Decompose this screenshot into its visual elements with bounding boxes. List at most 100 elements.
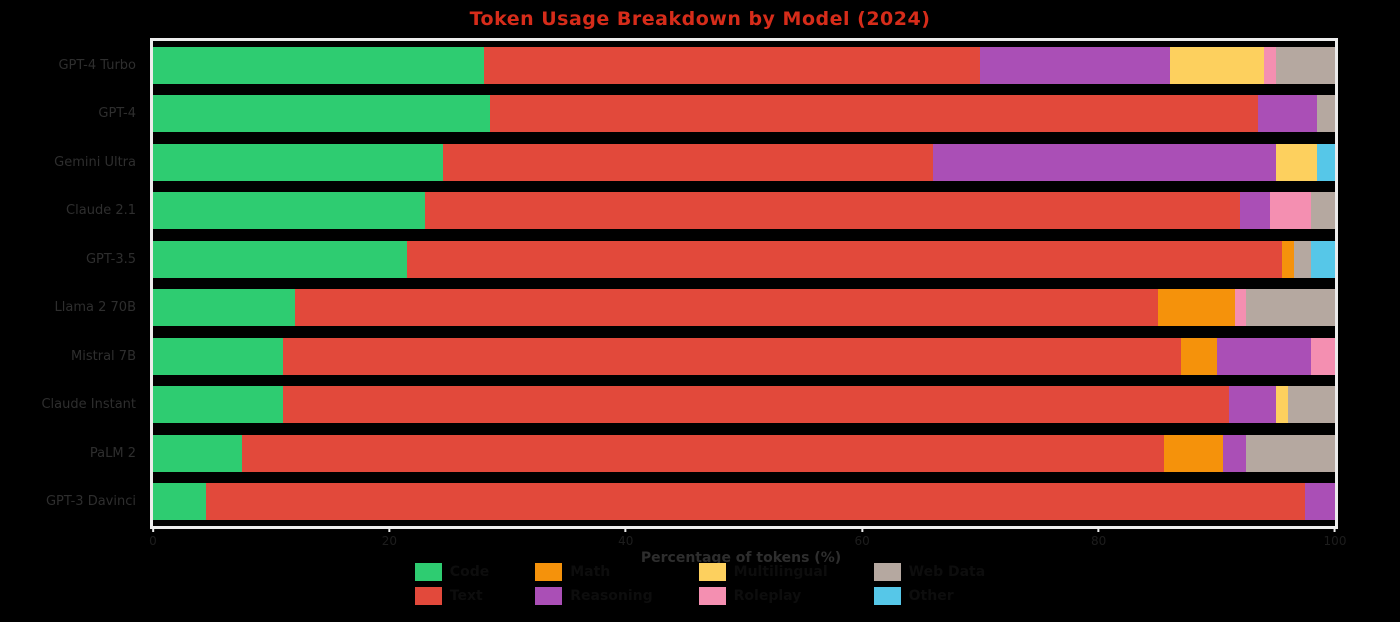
legend-label: Text (449, 588, 483, 604)
tick-label: 100 (1323, 534, 1347, 548)
y-axis-category-label: GPT-4 (98, 106, 136, 122)
bar-row (153, 90, 1335, 139)
legend-swatch-reasoning (535, 587, 563, 605)
x-axis-tick: 0 (149, 526, 157, 548)
tick-mark (388, 526, 391, 532)
bar-segment-roleplay (1264, 46, 1276, 84)
tick-mark (1097, 526, 1100, 532)
bar-row (153, 187, 1335, 236)
tick-mark (151, 526, 154, 532)
legend-label: Reasoning (570, 588, 653, 604)
bar-segment-web (1287, 386, 1335, 424)
bar-segment-text (442, 143, 934, 181)
legend-swatch-multilingual (698, 563, 726, 581)
legend-item-multilingual: Multilingual (698, 563, 828, 581)
legend-swatch-code (414, 563, 442, 581)
bar-row (153, 138, 1335, 187)
bar-segment-code (153, 95, 490, 133)
y-axis-category-label: GPT-3.5 (85, 251, 136, 267)
x-axis-ticks: 0 20 40 60 80 100 (149, 526, 1346, 552)
bar-segment-web (1317, 95, 1335, 133)
bar-segment-reasoning (1240, 192, 1270, 230)
legend-item-roleplay: Roleplay (698, 587, 828, 605)
stacked-bar (153, 434, 1335, 472)
stacked-bar (153, 240, 1335, 278)
legend-swatch-other (873, 587, 901, 605)
bar-segment-reasoning (980, 46, 1170, 84)
bar-segment-web (1293, 240, 1312, 278)
bar-segment-roleplay (1311, 337, 1335, 375)
bar-segment-code (153, 192, 425, 230)
bar-segment-code (153, 46, 484, 84)
bar-segment-text (424, 192, 1241, 230)
bar-segment-other (1317, 143, 1335, 181)
stacked-bar (153, 192, 1335, 230)
y-axis-category-label: Mistral 7B (71, 348, 136, 364)
bar-segment-reasoning (1228, 386, 1276, 424)
bar-segment-text (206, 483, 1306, 521)
stacked-bar (153, 143, 1335, 181)
bar-row (153, 284, 1335, 333)
tick-mark (861, 526, 864, 532)
tick-label: 20 (381, 534, 398, 548)
legend-swatch-text (414, 587, 442, 605)
tick-label: 0 (149, 534, 157, 548)
bar-segment-text (294, 289, 1158, 327)
bar-row (153, 381, 1335, 430)
bar-row (153, 235, 1335, 284)
bar-segment-code (153, 289, 295, 327)
legend-column: Math Reasoning (535, 563, 653, 605)
legend-swatch-math (535, 563, 563, 581)
bar-segment-reasoning (1305, 483, 1335, 521)
stacked-bar (153, 46, 1335, 84)
bar-segment-code (153, 143, 443, 181)
bar-row (153, 332, 1335, 381)
bar-segment-reasoning (933, 143, 1276, 181)
stacked-bar (153, 95, 1335, 133)
bar-segment-code (153, 240, 408, 278)
bar-segment-text (283, 386, 1229, 424)
legend-item-web: Web Data (873, 563, 986, 581)
legend-swatch-web (873, 563, 901, 581)
y-axis-category-label: Llama 2 70B (54, 300, 136, 316)
bar-row (153, 429, 1335, 478)
bar-segment-multilingual (1275, 143, 1318, 181)
bar-segment-text (241, 434, 1164, 472)
stacked-bar (153, 386, 1335, 424)
y-axis-category-label: Claude Instant (41, 397, 136, 413)
x-axis-tick: 40 (618, 526, 633, 548)
bar-segment-math (1157, 289, 1235, 327)
legend-item-code: Code (414, 563, 490, 581)
legend-item-text: Text (414, 587, 489, 605)
stacked-bar (153, 483, 1335, 521)
legend-label: Code (449, 564, 490, 580)
plot-area (150, 38, 1338, 529)
tick-label: 40 (618, 534, 634, 548)
bar-segment-code (153, 483, 207, 521)
bar-row (153, 478, 1335, 527)
legend-label: Multilingual (733, 564, 828, 580)
legend-item-other: Other (873, 587, 986, 605)
x-axis-tick: 20 (382, 526, 397, 548)
y-axis-category-label: GPT-4 Turbo (58, 57, 136, 73)
legend-label: Web Data (908, 564, 986, 580)
legend-label: Other (908, 588, 954, 604)
y-axis-category-label: PaLM 2 (89, 445, 136, 461)
legend-item-math: Math (535, 563, 652, 581)
bar-segment-reasoning (1222, 434, 1247, 472)
bar-segment-web (1246, 289, 1335, 327)
legend-column: Multilingual Roleplay (698, 563, 828, 605)
bar-segment-reasoning (1216, 337, 1312, 375)
bar-segment-multilingual (1169, 46, 1265, 84)
tick-label: 80 (1090, 534, 1107, 548)
bar-segment-code (153, 434, 242, 472)
legend-label: Roleplay (733, 588, 802, 604)
bar-segment-text (407, 240, 1282, 278)
bar-row (153, 41, 1335, 90)
y-axis-labels: GPT-4 Turbo GPT-4 Gemini Ultra Claude 2.1 GP… (0, 41, 142, 526)
bar-segment-other (1311, 240, 1335, 278)
y-axis-category-label: GPT-3 Davinci (45, 494, 136, 510)
bar-segment-math (1281, 240, 1294, 278)
bar-segment-web (1311, 192, 1335, 230)
